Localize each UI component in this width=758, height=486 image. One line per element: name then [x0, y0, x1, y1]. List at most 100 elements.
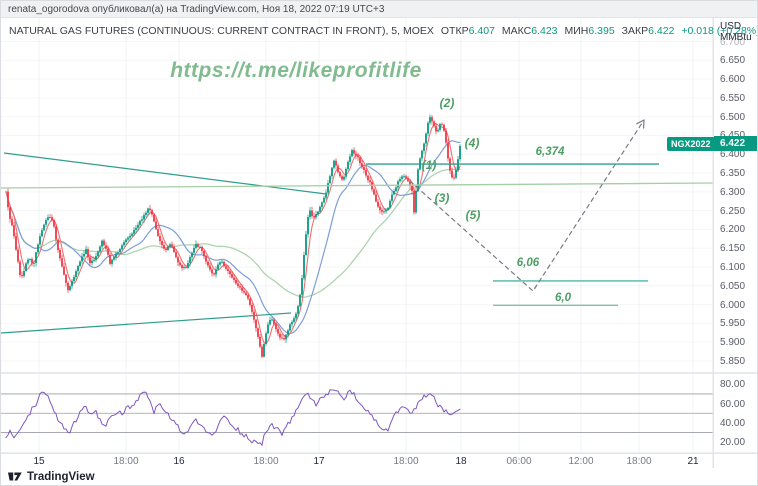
candle-body — [339, 172, 341, 177]
candle-body — [349, 156, 351, 162]
candle-body — [307, 217, 309, 235]
candle-body — [63, 266, 65, 275]
candle-body — [261, 346, 263, 357]
elliott-wave-label[interactable]: (2) — [439, 96, 455, 110]
candle-body — [209, 265, 211, 270]
elliott-wave-label[interactable]: (4) — [464, 136, 480, 150]
candle-body — [249, 298, 251, 305]
time-tick-label: 18:00 — [113, 456, 139, 467]
elliott-wave-label[interactable]: (1) — [421, 158, 437, 172]
moving-average-fast — [5, 123, 461, 345]
candle-body — [85, 249, 87, 254]
candle-body — [131, 233, 133, 236]
candle-body — [425, 133, 427, 144]
moving-average-slow — [5, 168, 461, 298]
candle-body — [389, 200, 391, 208]
candle-body — [357, 155, 359, 158]
candle-body — [201, 246, 203, 251]
candle-body — [441, 124, 443, 126]
elliott-wave-label[interactable]: (3) — [434, 191, 450, 205]
candle-body — [231, 274, 233, 278]
candle-body — [259, 336, 261, 347]
candle-body — [97, 251, 99, 257]
candle-body — [365, 170, 367, 176]
candle-body — [301, 278, 303, 295]
candle-body — [45, 219, 47, 225]
candle-body — [243, 290, 245, 293]
candle-body — [87, 249, 89, 258]
candle-body — [341, 176, 343, 180]
candle-body — [167, 246, 169, 250]
tradingview-logo-icon — [8, 472, 22, 481]
candle-body — [445, 130, 447, 143]
candle-body — [91, 260, 93, 264]
candle-body — [369, 180, 371, 183]
candle-body — [335, 160, 337, 166]
candle-body — [363, 167, 365, 171]
candle-body — [59, 250, 61, 259]
candle-body — [423, 143, 425, 151]
elliott-wave-label[interactable]: (5) — [465, 208, 481, 222]
price-tick-label: 6.100 — [720, 261, 746, 273]
symbol-legend[interactable]: NATURAL GAS FUTURES (CONTINUOUS: CURRENT… — [9, 24, 758, 38]
change-value: +0.018 (+0.28%) — [681, 25, 758, 37]
time-tick-label: 18 — [455, 456, 467, 467]
candle-body — [331, 167, 333, 177]
wedge-upper-resistance — [3, 152, 327, 195]
axis-unit-mmbtu: MMBtu — [720, 32, 752, 43]
price-tick-label: 6.650 — [720, 55, 746, 67]
indicator-tick-label: 20.00 — [720, 437, 746, 449]
candle-body — [9, 207, 11, 219]
candle-body — [163, 245, 165, 249]
candle-body — [245, 292, 247, 296]
candle-body — [205, 256, 207, 262]
price-level-label[interactable]: 6,0 — [555, 292, 571, 304]
candle-body — [277, 329, 279, 334]
price-tick-label: 6.450 — [720, 130, 745, 141]
candle-body — [275, 324, 277, 330]
candle-body — [455, 170, 457, 178]
candle-body — [351, 150, 353, 157]
candle-body — [161, 240, 163, 246]
candle-body — [319, 206, 321, 212]
candle-body — [73, 276, 75, 282]
ohlc-field: МАКС6.423 — [501, 25, 558, 37]
candle-body — [183, 267, 185, 269]
ohlc-field: МИН6.395 — [564, 25, 615, 37]
candle-body — [169, 244, 171, 247]
candle-body — [263, 343, 265, 357]
wedge-lower-support — [1, 312, 292, 334]
candle-body — [457, 159, 459, 171]
price-level-label[interactable]: 6,06 — [516, 257, 540, 269]
symbol-title: NATURAL GAS FUTURES (CONTINUOUS: CURRENT… — [9, 25, 434, 37]
candle-body — [37, 244, 39, 253]
candle-body — [81, 256, 83, 262]
price-level-label[interactable]: 6,374 — [535, 146, 565, 158]
price-tick-label: 6.600 — [720, 74, 746, 86]
candle-body — [265, 333, 267, 344]
candle-body — [199, 246, 201, 248]
candle-body — [345, 168, 347, 177]
candle-body — [311, 210, 313, 217]
candle-body — [251, 304, 253, 312]
candle-body — [173, 246, 175, 253]
candle-body — [111, 259, 113, 264]
candle-body — [99, 246, 101, 252]
price-axis[interactable] — [713, 18, 757, 468]
candle-body — [137, 224, 139, 228]
candle-body — [393, 191, 395, 195]
candle-body — [213, 273, 215, 275]
candle-body — [35, 252, 37, 263]
price-tick-label: 6.300 — [720, 186, 746, 198]
candle-body — [283, 338, 285, 340]
time-axis[interactable] — [1, 453, 757, 470]
candle-body — [89, 257, 91, 264]
candle-body — [401, 176, 403, 180]
candle-body — [333, 160, 335, 168]
candle-body — [105, 245, 107, 249]
candle-body — [11, 218, 13, 226]
candle-body — [55, 226, 57, 240]
candle-body — [159, 235, 161, 241]
tradingview-logo[interactable]: TradingView — [8, 470, 95, 483]
time-tick-label: 15 — [33, 456, 45, 467]
